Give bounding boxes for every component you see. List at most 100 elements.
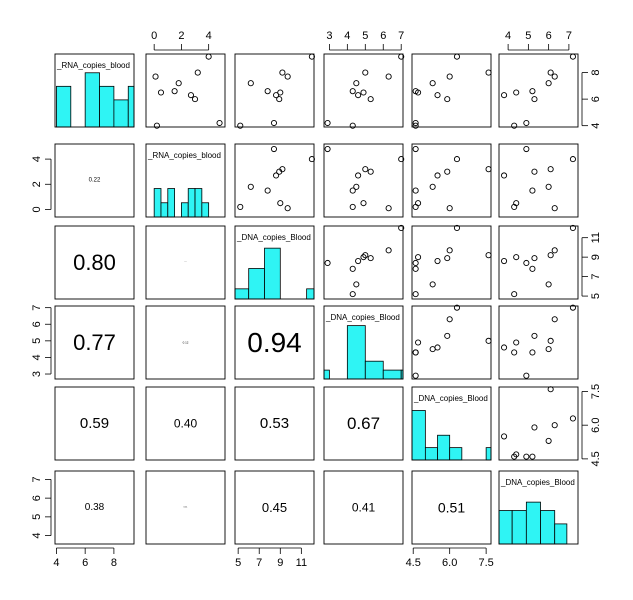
- panel-r5-c5: _DNA_copies_Blood: [411, 386, 492, 461]
- scatter-point: [429, 346, 436, 353]
- scatter-point: [446, 73, 453, 80]
- variable-label: _DNA_copies_Blood: [236, 233, 311, 242]
- histogram-bar: [540, 510, 556, 545]
- scatter-point: [415, 200, 422, 207]
- panel-frame: [411, 225, 492, 300]
- scatter-point: [513, 89, 520, 96]
- variable-label: _DNA_copies_Blood: [325, 313, 400, 322]
- scatter-point: [531, 96, 538, 103]
- scatter-point: [569, 156, 576, 163]
- histogram-bar: [382, 369, 402, 380]
- panel-r6-c3: 0.45: [234, 470, 315, 545]
- scatter-point: [446, 316, 453, 323]
- histogram-bar: [113, 99, 129, 128]
- x-tick-label: 2: [178, 30, 184, 42]
- scatter-point: [569, 304, 576, 311]
- panel-r5-c4: 0.67: [323, 386, 404, 461]
- scatter-point: [429, 183, 436, 190]
- histogram-bar: [160, 202, 169, 218]
- scatter-point: [247, 80, 254, 87]
- scatter-point: [349, 122, 356, 129]
- scatter-point: [531, 424, 538, 431]
- histogram-bar: [346, 325, 366, 380]
- scatter-point: [485, 166, 492, 173]
- scatter-point: [513, 339, 520, 346]
- panel-r1-c2: [145, 53, 226, 129]
- panel-frame: [498, 225, 579, 300]
- scatter-point: [547, 337, 554, 344]
- scatter-point: [523, 372, 530, 379]
- panel-r6-c5: 0.51: [411, 470, 492, 545]
- scatter-point: [485, 69, 492, 76]
- scatter-point: [551, 247, 558, 254]
- y-tick-label: 6: [31, 495, 43, 501]
- y-tick-label: 3: [31, 371, 43, 377]
- scatter-point: [501, 433, 508, 440]
- variable-label: _DNA_copies_Blood: [500, 478, 575, 487]
- scatter-point: [547, 69, 554, 76]
- histogram-bar: [554, 523, 568, 545]
- scatter-point: [501, 92, 508, 99]
- scatter-point: [429, 80, 436, 87]
- scatter-point: [485, 252, 492, 259]
- panel-r3-c6: [498, 224, 579, 300]
- scatter-point: [545, 183, 552, 190]
- panel-r1-c4: [323, 53, 405, 129]
- y-tick-label: 7: [590, 274, 602, 280]
- panel-r1-c6: [498, 53, 579, 129]
- x-tick-label: 6.0: [442, 557, 457, 569]
- scatter-point: [412, 265, 419, 272]
- scatter-point: [284, 73, 291, 80]
- scatter-point: [412, 372, 419, 379]
- scatter-point: [191, 96, 199, 103]
- scatter-point: [523, 145, 530, 153]
- scatter-point: [175, 80, 182, 87]
- scatter-point: [412, 187, 419, 194]
- scatter-point: [412, 291, 419, 298]
- panel-frame: [234, 143, 315, 218]
- scatter-point: [273, 92, 280, 99]
- y-tick-label: 6: [590, 96, 602, 102]
- y-tick-label: 7: [31, 476, 43, 482]
- histogram-bar: [437, 434, 451, 461]
- x-tick-label: 5: [362, 30, 368, 42]
- y-tick-label: 11: [590, 232, 602, 243]
- scatter-point: [523, 453, 530, 460]
- scatter-point: [367, 255, 374, 262]
- scatter-point: [152, 73, 159, 80]
- scatter-point: [453, 304, 461, 311]
- scatter-point: [270, 145, 278, 153]
- scatter-point: [157, 89, 165, 96]
- panel-frame: [234, 386, 315, 461]
- histogram-bar: [153, 188, 162, 218]
- variable-label: _RNA_copies_blood: [56, 61, 130, 70]
- correlation-label: 0.80: [73, 250, 116, 275]
- scatter-point: [264, 88, 271, 95]
- histogram-bar: [234, 288, 250, 300]
- panel-r5-c1: 0.59: [54, 386, 135, 461]
- x-tick-label: 9: [277, 557, 283, 569]
- panel-r1-c5: [411, 53, 492, 129]
- panel-frame: [498, 143, 579, 218]
- scatter-point: [523, 119, 530, 127]
- panel-r2-c5: [411, 143, 492, 218]
- panel-r6-c1: 0.38: [54, 470, 135, 545]
- x-tick-label: 11: [296, 557, 307, 569]
- scatter-point: [205, 53, 212, 60]
- correlation-label: 0.45: [262, 500, 287, 515]
- scatter-point: [415, 89, 422, 96]
- histogram-bar: [248, 268, 265, 300]
- scatter-point: [324, 145, 331, 153]
- y-axis-row-3: 5 7 9 11: [581, 232, 602, 299]
- scatter-point: [547, 252, 554, 259]
- scatter-point: [237, 122, 244, 129]
- correlation-label: 0.03: [185, 261, 187, 263]
- panel-r6-c6: _DNA_copies_Blood: [498, 470, 579, 545]
- scatter-point: [513, 254, 520, 261]
- scatter-point: [434, 257, 441, 265]
- scatter-point: [569, 224, 576, 231]
- histogram-bar: [411, 410, 426, 461]
- scatter-point: [194, 69, 201, 76]
- scatter-point: [360, 89, 367, 96]
